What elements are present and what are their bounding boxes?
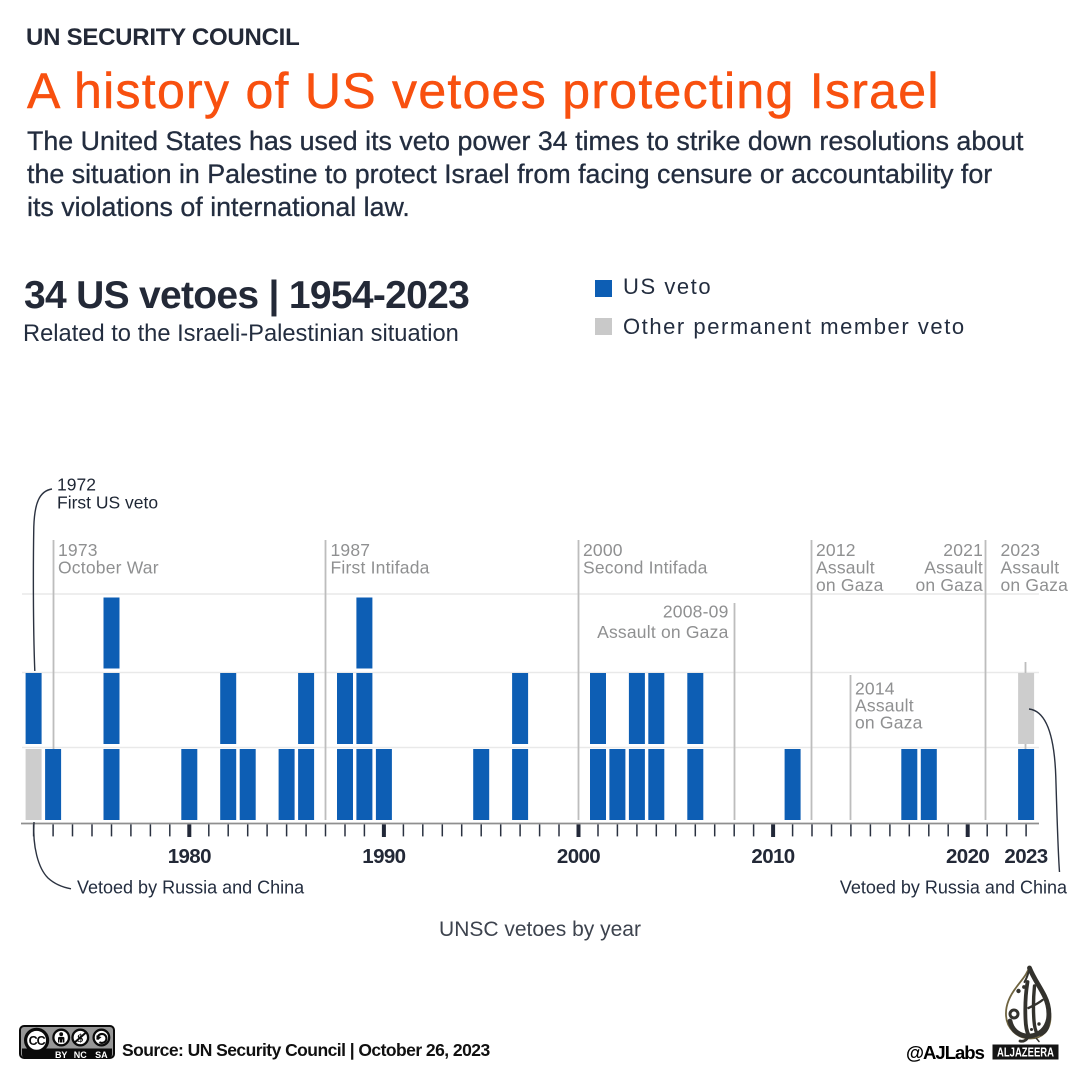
svg-text:Assault: Assault [816, 558, 875, 578]
svg-text:1972: 1972 [57, 475, 96, 495]
svg-text:SA: SA [95, 1050, 108, 1059]
svg-text:1980: 1980 [168, 845, 211, 868]
svg-text:on Gaza: on Gaza [816, 575, 884, 595]
svg-text:Assault on Gaza: Assault on Gaza [597, 622, 728, 642]
svg-text:CC: CC [29, 1034, 46, 1048]
svg-text:First Intifada: First Intifada [331, 558, 430, 578]
svg-text:October War: October War [58, 558, 159, 578]
svg-text:1987: 1987 [331, 540, 371, 560]
svg-text:2023: 2023 [1001, 540, 1041, 560]
svg-text:2010: 2010 [751, 845, 794, 868]
svg-text:Assault: Assault [924, 558, 983, 578]
svg-text:2023: 2023 [1004, 845, 1047, 868]
svg-text:on Gaza: on Gaza [1001, 575, 1069, 595]
svg-text:2008-09: 2008-09 [663, 602, 729, 622]
svg-text:on Gaza: on Gaza [855, 713, 923, 733]
svg-text:2000: 2000 [583, 540, 623, 560]
svg-text:1990: 1990 [362, 845, 405, 868]
svg-text:UNSC vetoes by year: UNSC vetoes by year [439, 918, 641, 941]
svg-text:Vetoed by Russia and China: Vetoed by Russia and China [840, 878, 1068, 898]
svg-text:Vetoed by Russia and China: Vetoed by Russia and China [77, 878, 305, 898]
svg-text:Assault: Assault [855, 696, 914, 716]
svg-text:2000: 2000 [557, 845, 600, 868]
svg-text:2021: 2021 [943, 540, 983, 560]
svg-text:2014: 2014 [855, 679, 895, 699]
svg-text:1973: 1973 [58, 540, 98, 560]
svg-text:2020: 2020 [946, 845, 989, 868]
svg-text:First US veto: First US veto [57, 493, 158, 513]
svg-text:2012: 2012 [816, 540, 856, 560]
svg-text:Assault: Assault [1001, 558, 1060, 578]
svg-text:on Gaza: on Gaza [915, 575, 983, 595]
svg-text:Second Intifada: Second Intifada [583, 558, 708, 578]
svg-text:BY: BY [55, 1050, 68, 1059]
svg-text:ALJAZEERA: ALJAZEERA [997, 1045, 1054, 1059]
svg-text:NC: NC [74, 1050, 87, 1059]
